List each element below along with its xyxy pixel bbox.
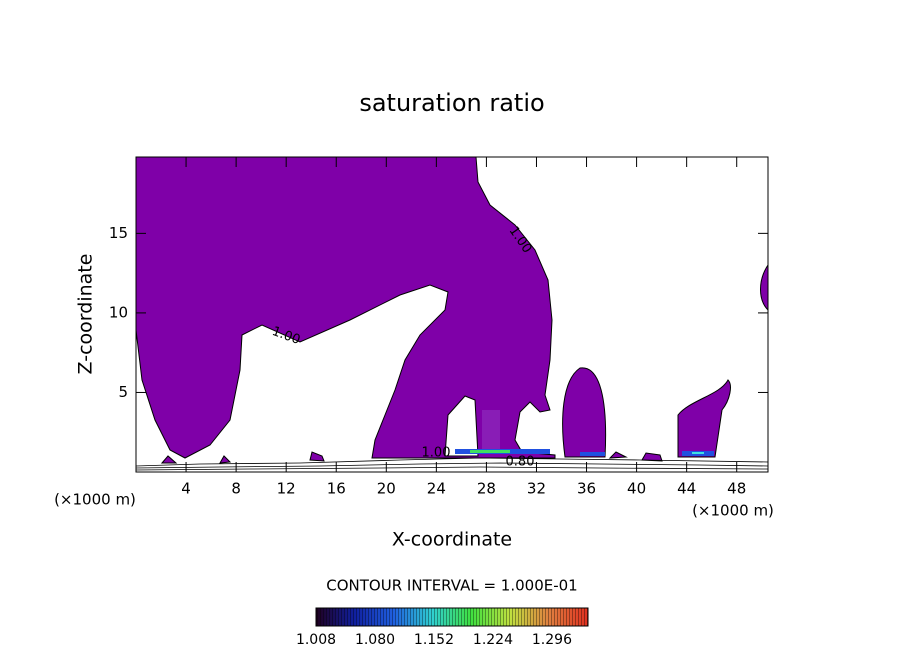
plot-area [135, 156, 769, 471]
x-tick-label: 32 [527, 480, 546, 498]
colorbar-tick-label: 1.224 [473, 632, 513, 648]
x-tick-label: 16 [327, 480, 346, 498]
contour-interval: CONTOUR INTERVAL = 1.000E-01 [326, 577, 577, 595]
x-tick-label: 4 [181, 480, 191, 498]
x-unit-right: (×1000 m) [692, 502, 774, 520]
x-tick-label: 36 [577, 480, 596, 498]
x-tick-label: 48 [727, 480, 746, 498]
x-tick-label: 8 [231, 480, 241, 498]
x-tick-label: 20 [377, 480, 396, 498]
colorbar-tick-label: 1.296 [532, 632, 572, 648]
chart-title: saturation ratio [359, 89, 544, 117]
y-tick-label: 10 [109, 303, 128, 321]
x-unit-left: (×1000 m) [54, 491, 136, 509]
colorbar-stripes [316, 608, 588, 626]
x-tick-label: 40 [627, 480, 646, 498]
plot-frame [135, 156, 769, 473]
x-tick-label: 28 [477, 480, 496, 498]
colorbar-tick-label: 1.080 [355, 632, 395, 648]
y-tick-label: 5 [118, 383, 128, 401]
y-axis-label: Z-coordinate [75, 254, 97, 375]
high-streaks [455, 410, 714, 456]
colorbar-tick-label: 1.008 [296, 632, 336, 648]
x-tick-label: 24 [427, 480, 446, 498]
contour-label: 0.80 [506, 455, 535, 470]
x-tick-label: 44 [677, 480, 696, 498]
x-tick-label: 12 [277, 480, 296, 498]
x-axis-label: X-coordinate [392, 529, 512, 551]
y-tick-label: 15 [109, 224, 128, 242]
saturation-region [135, 156, 769, 464]
contour-lines [135, 457, 769, 471]
low-region [444, 395, 479, 457]
colorbar-tick-label: 1.152 [414, 632, 454, 648]
contour-label: 1.00 [422, 446, 451, 461]
